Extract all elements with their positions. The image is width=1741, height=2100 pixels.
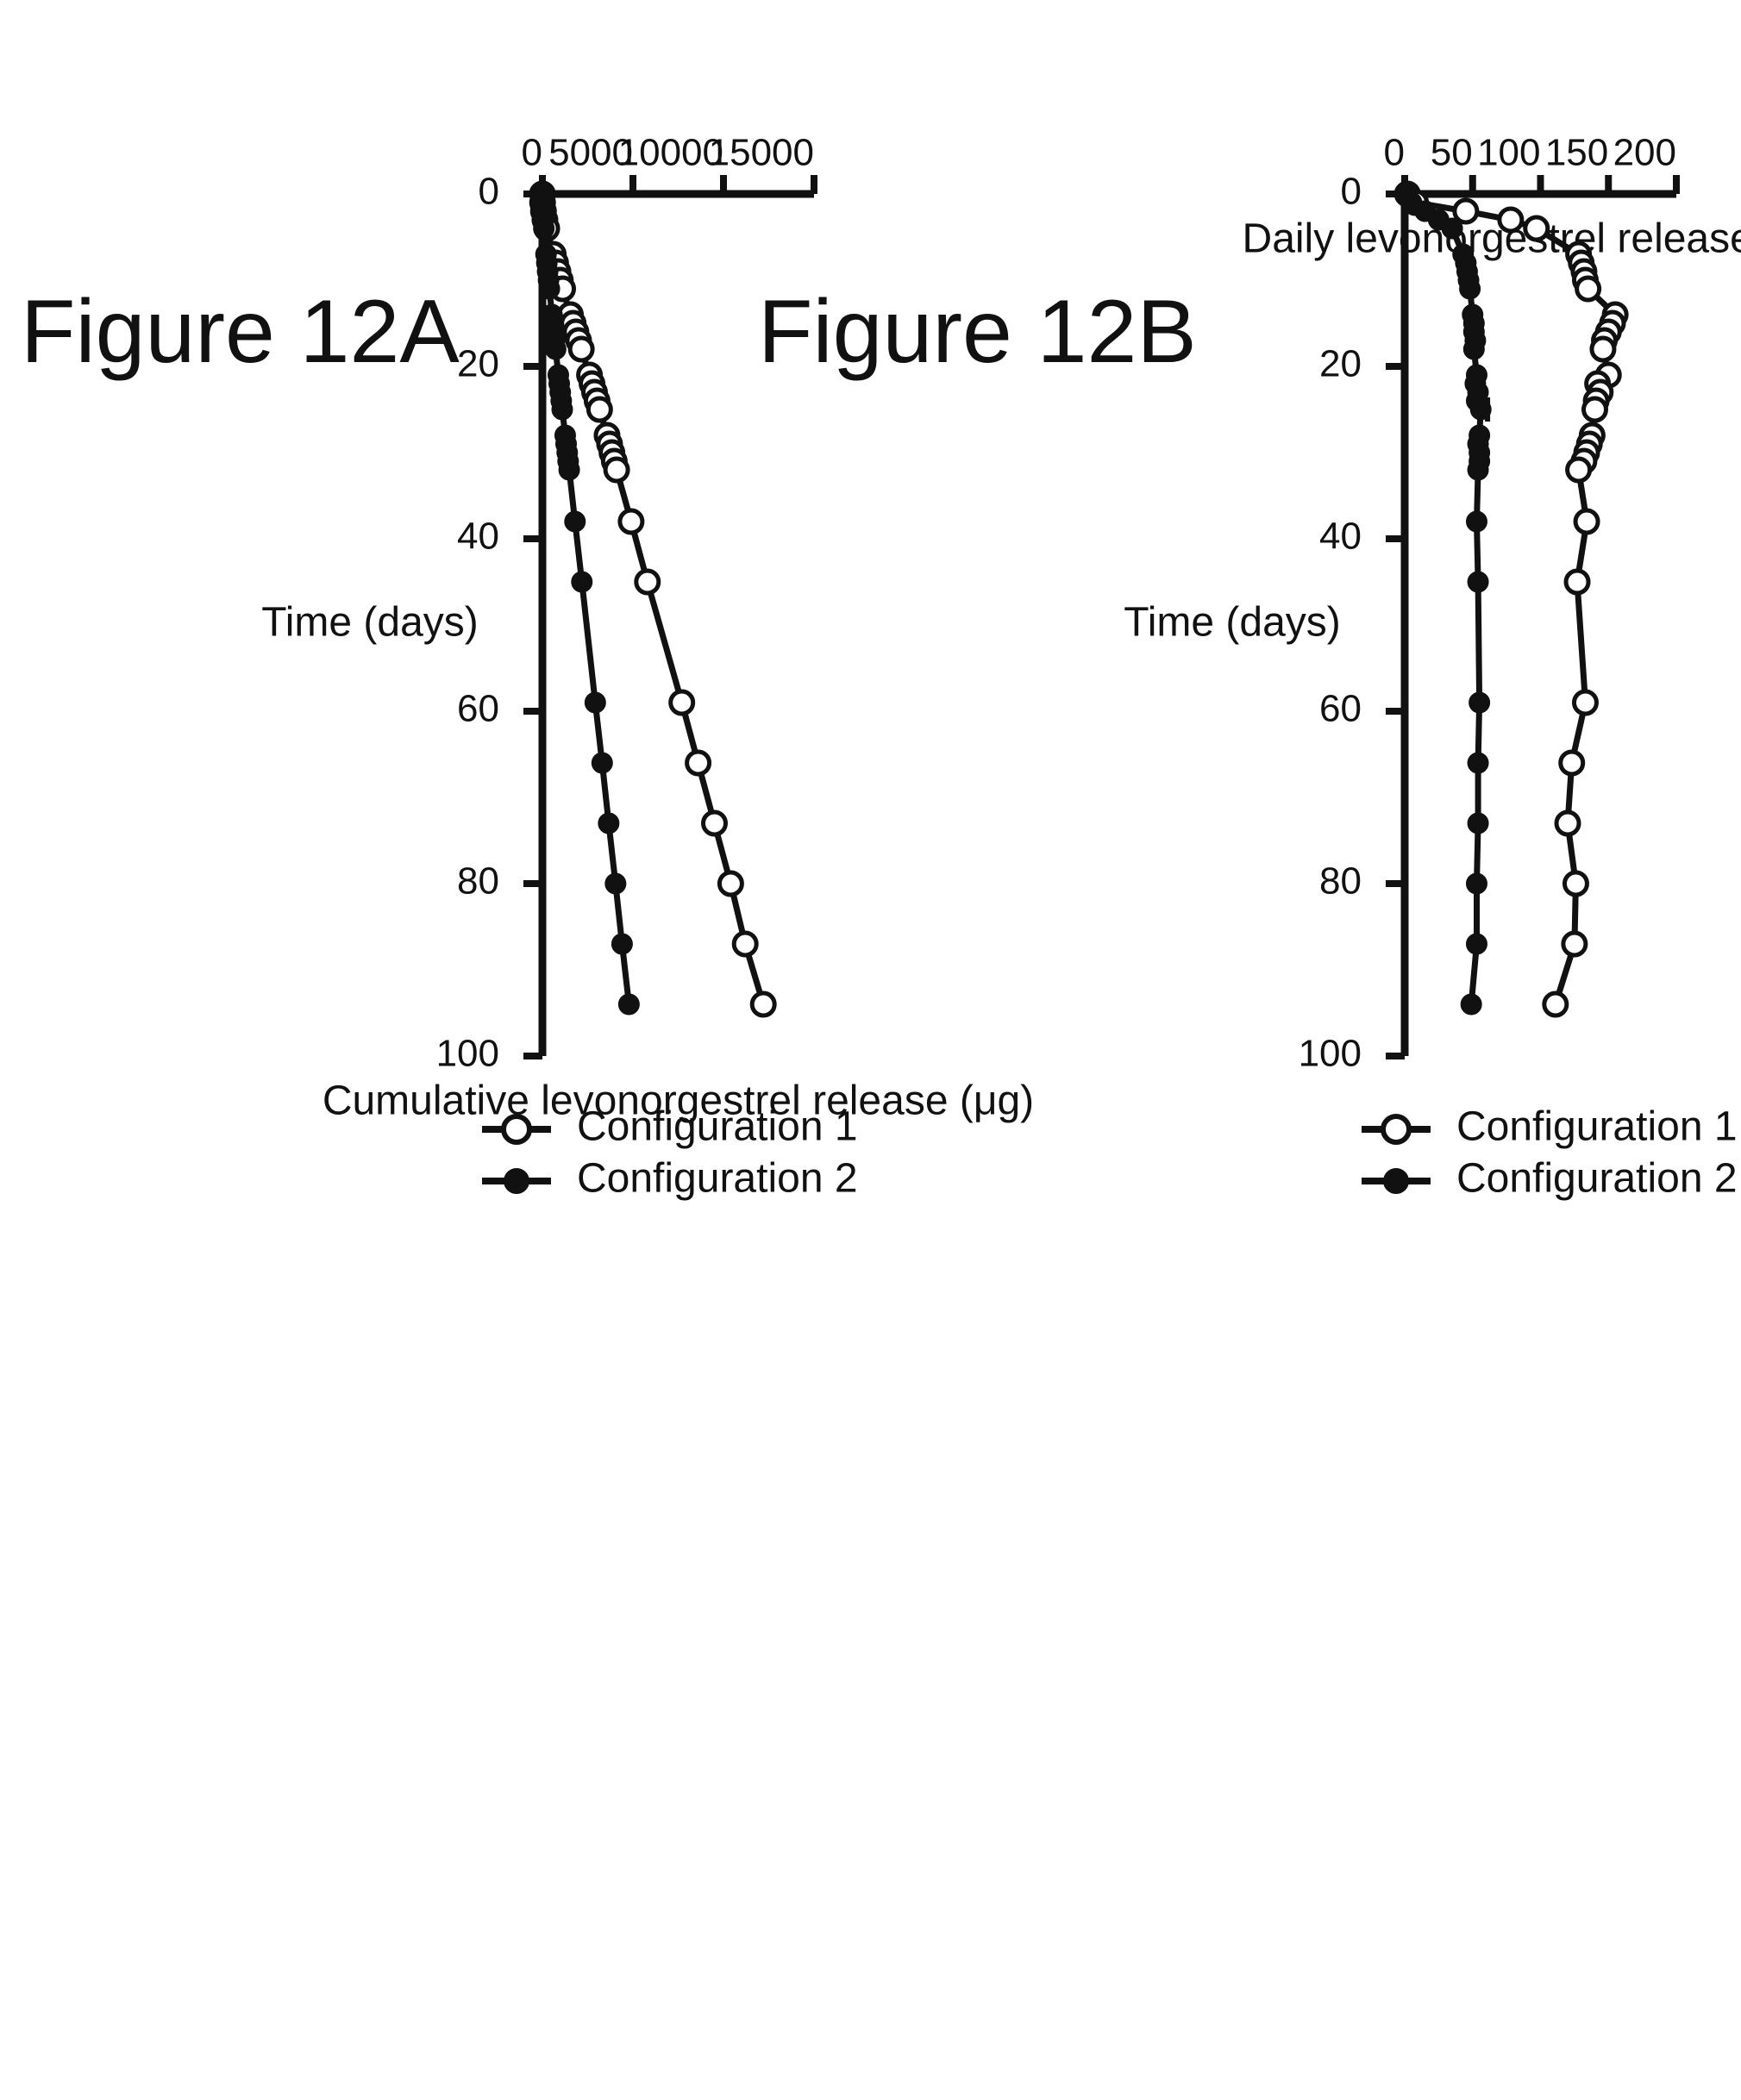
- data-point-series-2: [598, 812, 620, 834]
- data-point-series-1: [717, 870, 744, 897]
- y-tick-label: 100: [1477, 132, 1540, 174]
- data-point-series-1: [1589, 335, 1617, 363]
- data-point-series-1: [1554, 809, 1581, 837]
- x-tick-label: 40: [1319, 516, 1362, 558]
- data-point-series-1: [731, 930, 759, 958]
- legend-label: Configuration 2: [1456, 1156, 1738, 1202]
- data-point-series-1: [634, 568, 661, 596]
- x-tick-label: 100: [436, 1033, 499, 1075]
- y-tick-label: 15000: [709, 132, 814, 174]
- data-point-series-1: [1571, 689, 1599, 716]
- data-point-series-2: [1467, 752, 1489, 774]
- x-tick-label: 100: [1299, 1033, 1362, 1075]
- data-point-series-1: [668, 689, 696, 716]
- data-point-series-1: [1581, 396, 1608, 423]
- x-tick-label: 40: [457, 516, 499, 558]
- data-point-series-2: [1460, 993, 1482, 1016]
- data-point-series-1: [1542, 991, 1569, 1018]
- data-point-series-1: [1561, 930, 1588, 958]
- data-point-series-1: [617, 508, 645, 535]
- data-point-series-2: [533, 217, 555, 240]
- y-tick-label: 150: [1545, 132, 1608, 174]
- x-tick-label: 80: [457, 860, 499, 903]
- data-point-series-1: [1575, 275, 1602, 303]
- data-point-series-2: [551, 398, 573, 421]
- data-point-series-2: [617, 993, 640, 1016]
- legend-marker: [1381, 1114, 1412, 1145]
- data-point-series-2: [1465, 510, 1487, 533]
- legend-label: Configuration 2: [577, 1156, 858, 1202]
- x-tick-label: 0: [479, 171, 499, 213]
- data-point-series-1: [685, 749, 712, 777]
- data-point-series-2: [558, 459, 580, 481]
- data-point-series-2: [1465, 872, 1487, 895]
- y-tick-label: 10000: [618, 132, 723, 174]
- figure-label: Figure 12B: [758, 282, 1197, 382]
- data-point-series-1: [1558, 749, 1586, 777]
- data-point-series-2: [538, 278, 561, 300]
- y-axis-label: Daily levonorgestrel release (μg): [1243, 216, 1741, 262]
- y-tick-label: 200: [1613, 132, 1676, 174]
- data-point-series-1: [567, 335, 595, 363]
- x-axis-label: Time (days): [1124, 600, 1341, 646]
- data-point-series-2: [584, 691, 606, 714]
- data-point-series-1: [701, 809, 728, 837]
- data-point-series-2: [1459, 278, 1481, 300]
- data-point-series-2: [1462, 338, 1485, 360]
- data-point-series-2: [1467, 459, 1489, 481]
- y-tick-label: 0: [522, 132, 542, 174]
- data-point-series-1: [603, 456, 630, 484]
- x-tick-label: 20: [1319, 343, 1362, 385]
- data-point-series-1: [1452, 197, 1480, 225]
- data-point-series-1: [749, 991, 777, 1018]
- data-point-series-2: [611, 933, 633, 955]
- data-point-series-1: [586, 396, 613, 423]
- data-point-series-1: [1562, 870, 1589, 897]
- x-tick-label: 80: [1319, 860, 1362, 903]
- y-tick-label: 5000: [548, 132, 633, 174]
- data-point-series-1: [1523, 215, 1550, 242]
- data-point-series-2: [571, 571, 593, 593]
- y-tick-label: 50: [1431, 132, 1473, 174]
- data-point-series-2: [1469, 398, 1492, 421]
- legend-marker: [501, 1114, 532, 1145]
- y-axis-label: Cumulative levonorgestrel release (μg): [323, 1078, 1034, 1124]
- x-axis-label: Time (days): [261, 600, 479, 646]
- data-point-series-2: [604, 872, 627, 895]
- data-point-series-2: [1467, 571, 1489, 593]
- data-point-series-2: [591, 752, 613, 774]
- data-point-series-2: [1441, 217, 1463, 240]
- data-point-series-2: [544, 338, 567, 360]
- legend-label: Configuration 1: [1456, 1104, 1738, 1150]
- data-point-series-2: [564, 510, 586, 533]
- legend-marker: [504, 1168, 529, 1194]
- data-point-series-1: [1497, 206, 1525, 234]
- x-tick-label: 20: [457, 343, 499, 385]
- figure-label: Figure 12A: [21, 282, 460, 382]
- legend-marker: [1383, 1168, 1409, 1194]
- legend-label: Configuration 1: [577, 1104, 858, 1150]
- data-point-series-2: [1465, 933, 1487, 955]
- x-tick-label: 0: [1341, 171, 1362, 213]
- data-point-series-1: [1565, 456, 1593, 484]
- data-point-series-2: [1469, 691, 1491, 714]
- x-tick-label: 60: [1319, 688, 1362, 730]
- data-point-series-2: [1467, 812, 1489, 834]
- data-point-series-1: [1563, 568, 1591, 596]
- x-tick-label: 60: [457, 688, 499, 730]
- y-tick-label: 0: [1384, 132, 1405, 174]
- data-point-series-1: [1573, 508, 1600, 535]
